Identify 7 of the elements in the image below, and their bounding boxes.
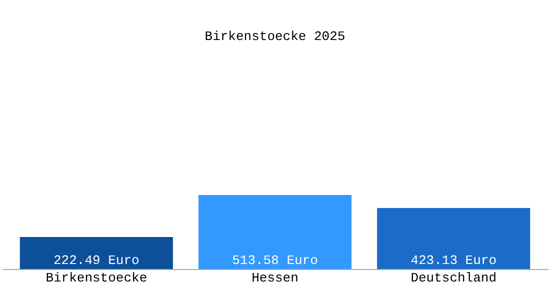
x-tick-label: Birkenstoecke xyxy=(46,270,148,286)
data-label: 423.13 Euro xyxy=(410,253,497,268)
data-label: 222.49 Euro xyxy=(53,253,140,268)
data-label: 513.58 Euro xyxy=(232,253,318,268)
x-tick-label: Deutschland xyxy=(410,270,497,286)
x-tick-label: Hessen xyxy=(252,270,298,286)
chart-title: Birkenstoecke 2025 xyxy=(204,29,346,44)
